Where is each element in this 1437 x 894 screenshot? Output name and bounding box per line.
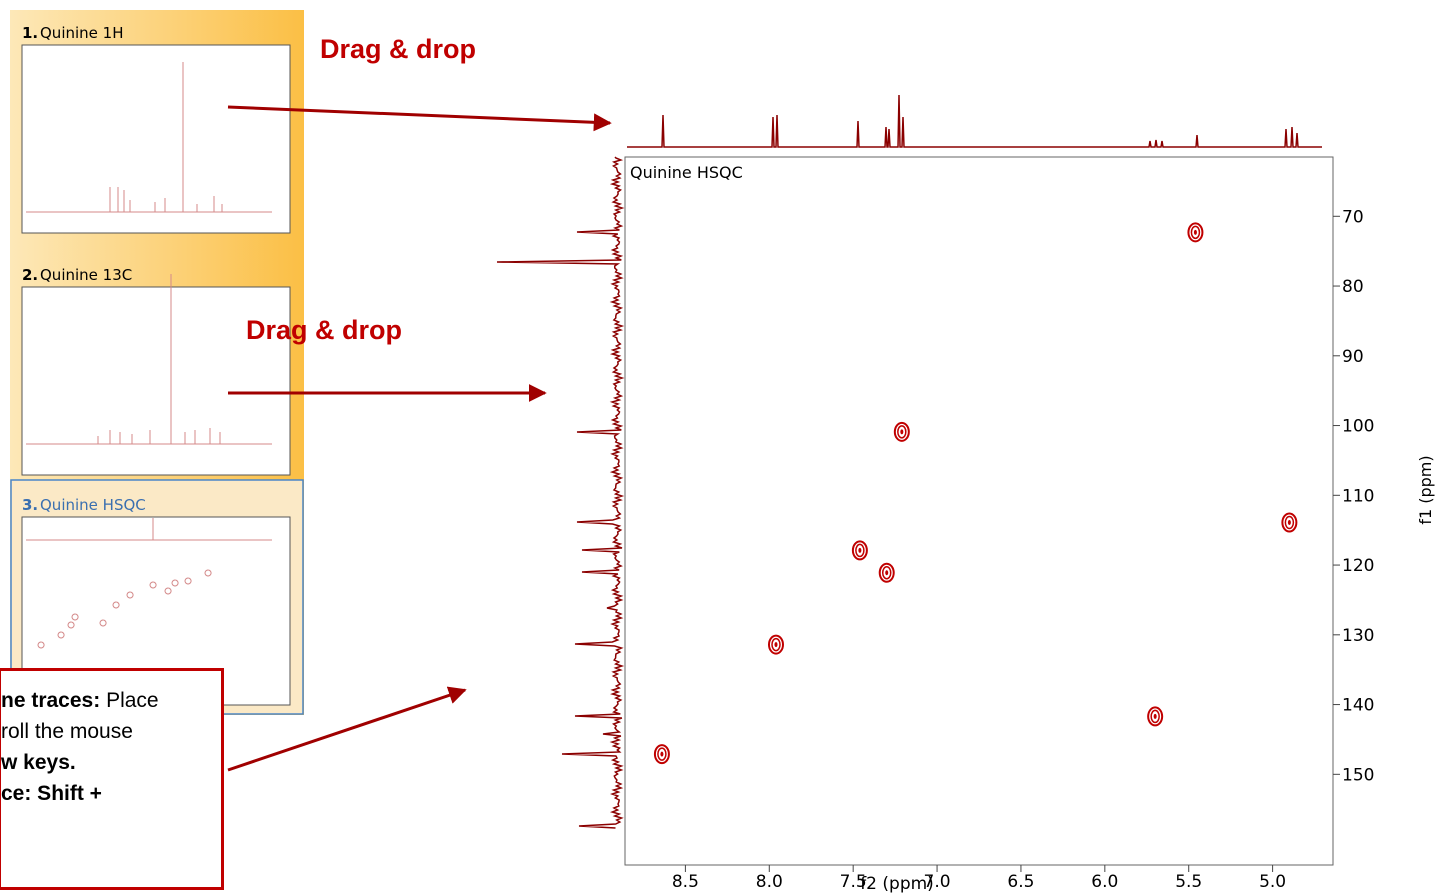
contour-core xyxy=(885,570,888,575)
callout-line: roll the mouse xyxy=(1,716,221,747)
y-tick-label: 120 xyxy=(1342,556,1374,576)
page: 1.Quinine 1H2.Quinine 13C3.Quinine HSQC … xyxy=(0,0,1437,894)
callout-line: ce: Shift + xyxy=(1,778,221,809)
cross-peak xyxy=(655,745,669,763)
x-tick-label: 6.0 xyxy=(1091,872,1118,892)
carbon-trace xyxy=(497,157,622,828)
x-tick-label: 8.5 xyxy=(672,872,699,892)
callout-text: roll the mouse xyxy=(1,720,133,743)
cross-peak xyxy=(1188,223,1202,241)
contour-core xyxy=(900,429,903,434)
x-tick-label: 8.0 xyxy=(756,872,783,892)
contour-core xyxy=(1154,714,1157,719)
cross-peak xyxy=(1148,707,1162,725)
thumbnail xyxy=(22,45,290,233)
y-tick-label: 90 xyxy=(1342,347,1364,367)
y-tick-label: 140 xyxy=(1342,696,1374,716)
y-tick-label: 150 xyxy=(1342,765,1374,785)
callout-text: Place xyxy=(106,689,159,712)
cross-peak xyxy=(895,423,909,441)
panel-number: 2. xyxy=(22,266,38,284)
callout-line: ne traces: Place xyxy=(1,685,221,716)
y-tick-label: 100 xyxy=(1342,417,1374,437)
x-tick-label: 6.5 xyxy=(1007,872,1034,892)
contour-core xyxy=(1194,230,1197,235)
contour-core xyxy=(660,752,663,757)
y-tick-label: 70 xyxy=(1342,207,1364,227)
callout-line: w keys. xyxy=(1,747,221,778)
cross-peak xyxy=(769,636,783,654)
callout-bold: w keys. xyxy=(1,751,76,774)
cross-peak xyxy=(880,564,894,582)
panel-number: 1. xyxy=(22,24,38,42)
y-tick-label: 80 xyxy=(1342,277,1364,297)
y-axis-label: f1 (ppm) xyxy=(1416,455,1435,524)
panel-title: Quinine HSQC xyxy=(40,496,146,514)
x-tick-label: 5.5 xyxy=(1175,872,1202,892)
y-tick-label: 130 xyxy=(1342,626,1374,646)
contour-core xyxy=(774,642,777,647)
y-tick-label: 110 xyxy=(1342,486,1374,506)
drag-label: Drag & drop xyxy=(320,34,476,64)
plot-title: Quinine HSQC xyxy=(630,163,743,182)
proton-trace xyxy=(627,95,1322,147)
callout: ne traces: Place roll the mouse w keys. … xyxy=(0,668,224,890)
plot-frame xyxy=(625,157,1333,865)
contour-core xyxy=(1288,520,1291,525)
x-tick-label: 5.0 xyxy=(1259,872,1286,892)
cross-peak xyxy=(1282,514,1296,532)
callout-bold: ce: Shift + xyxy=(1,782,102,805)
x-axis-label: f2 (ppm) xyxy=(860,874,934,894)
cross-peak xyxy=(853,541,867,559)
panel-number: 3. xyxy=(22,496,38,514)
panel-title: Quinine 1H xyxy=(40,24,123,42)
contour-core xyxy=(858,548,861,553)
callout-bold: ne traces: xyxy=(1,689,100,712)
panel-title: Quinine 13C xyxy=(40,266,132,284)
drag-label: Drag & drop xyxy=(246,315,402,345)
